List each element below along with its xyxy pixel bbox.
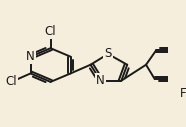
Text: Cl: Cl <box>6 75 17 88</box>
Text: F: F <box>180 87 186 100</box>
Text: N: N <box>96 74 105 87</box>
Text: N: N <box>26 50 35 63</box>
Text: S: S <box>104 47 112 60</box>
Text: Cl: Cl <box>45 25 56 38</box>
